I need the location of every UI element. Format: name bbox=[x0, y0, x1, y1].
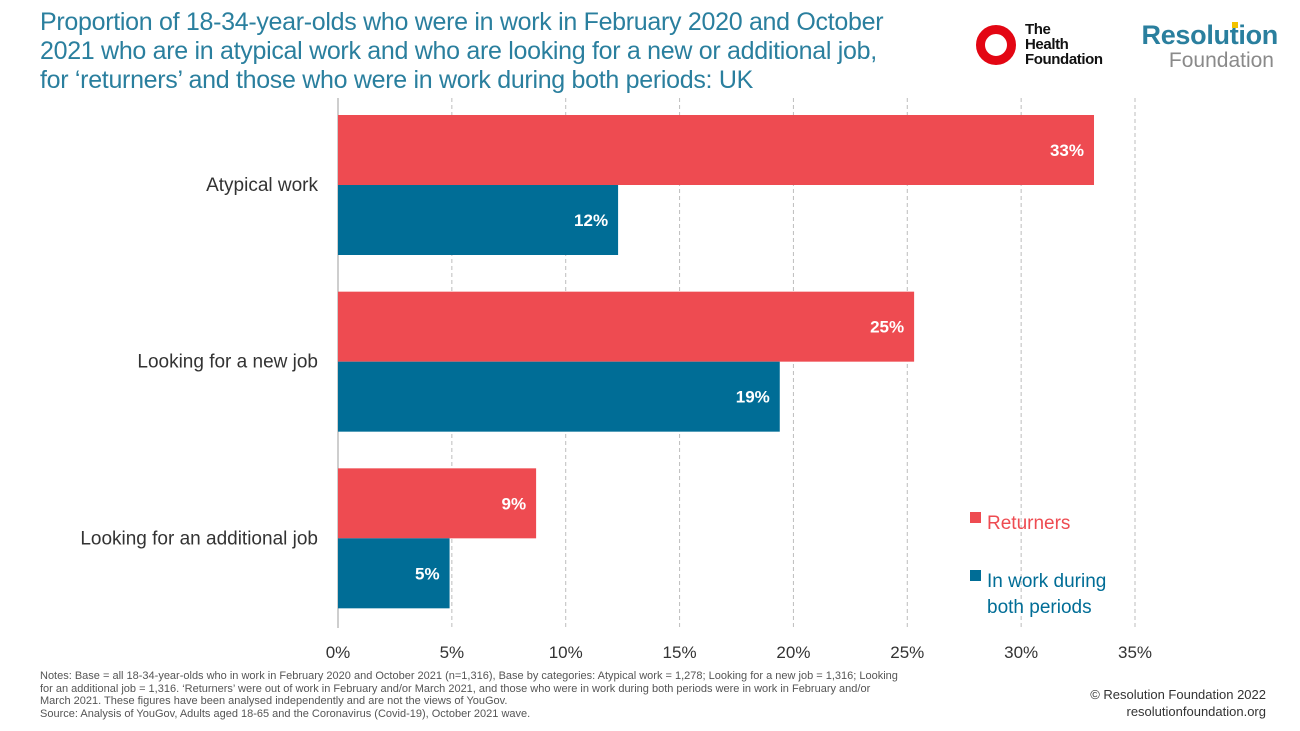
bars: 33% 12% 25% 19% 9% 5% bbox=[338, 115, 1095, 609]
website-text: resolutionfoundation.org bbox=[1126, 704, 1267, 719]
notes-line-2: for an additional job = 1,316. ‘Returner… bbox=[40, 682, 871, 695]
copyright: © Resolution Foundation 2022 resolutionf… bbox=[1090, 686, 1266, 720]
x-tick-label: 0% bbox=[326, 643, 351, 662]
foundation-wordmark: Foundation bbox=[1168, 49, 1274, 72]
x-tick-label: 15% bbox=[663, 643, 697, 662]
resolution-wordmark: Resolution bbox=[1141, 20, 1279, 50]
x-tick-label: 30% bbox=[1004, 643, 1038, 662]
source-line: Source: Analysis of YouGov, Adults aged … bbox=[40, 707, 531, 720]
resolution-foundation-logo: Resolution Foundation bbox=[1128, 20, 1279, 72]
x-tick-label: 35% bbox=[1118, 643, 1152, 662]
title-line-2: 2021 who are in atypical work and who ar… bbox=[40, 37, 877, 65]
legend-label: Returners bbox=[987, 513, 1070, 534]
title-line-3: for ‘returners’ and those who were in wo… bbox=[40, 66, 753, 94]
bar-in-work bbox=[338, 538, 450, 609]
legend-swatch bbox=[970, 512, 981, 523]
bar-returners bbox=[338, 468, 537, 539]
legend-swatch bbox=[970, 570, 981, 581]
title-line-1: Proportion of 18-34-year-olds who were i… bbox=[40, 8, 884, 36]
bar-returners bbox=[338, 291, 915, 362]
category-labels: Atypical work Looking for a new job Lookin… bbox=[80, 175, 318, 549]
notes-line-3: March 2021. These figures have been anal… bbox=[40, 695, 508, 707]
copyright-text: © Resolution Foundation 2022 bbox=[1090, 687, 1266, 702]
category-label: Looking for a new job bbox=[137, 352, 318, 373]
health-foundation-wordmark: The Health Foundation bbox=[1025, 21, 1103, 68]
x-axis-ticks: 0% 5% 10% 15% 20% 25% 30% 35% bbox=[326, 643, 1152, 662]
legend-label: In work during bbox=[987, 571, 1106, 592]
x-tick-label: 20% bbox=[776, 643, 810, 662]
x-tick-label: 5% bbox=[440, 643, 465, 662]
data-label: 12% bbox=[574, 211, 608, 230]
chart-title: Proportion of 18-34-year-olds who were i… bbox=[40, 8, 970, 95]
bar-returners bbox=[338, 115, 1095, 185]
category-label: Atypical work bbox=[206, 175, 318, 196]
data-label: 33% bbox=[1050, 141, 1084, 160]
notes-line-1: Notes: Base = all 18-34-year-olds who in… bbox=[40, 670, 898, 682]
data-label: 25% bbox=[870, 318, 904, 337]
bar-in-work bbox=[338, 361, 780, 432]
category-label: Looking for an additional job bbox=[80, 528, 318, 549]
health-foundation-ring-icon bbox=[976, 25, 1016, 65]
x-tick-label: 25% bbox=[890, 643, 924, 662]
data-label: 9% bbox=[502, 494, 527, 513]
legend-label: both periods bbox=[987, 597, 1092, 618]
data-label: 19% bbox=[736, 388, 770, 407]
legend: Returners In work during both periods bbox=[970, 512, 1106, 618]
bar-in-work bbox=[338, 185, 619, 255]
data-label: 5% bbox=[415, 564, 440, 583]
health-foundation-logo: The Health Foundation bbox=[975, 22, 1125, 68]
x-tick-label: 10% bbox=[549, 643, 583, 662]
notes: Notes: Base = all 18-34-year-olds who in… bbox=[40, 670, 1065, 720]
logo-accent-dot bbox=[1232, 22, 1238, 28]
